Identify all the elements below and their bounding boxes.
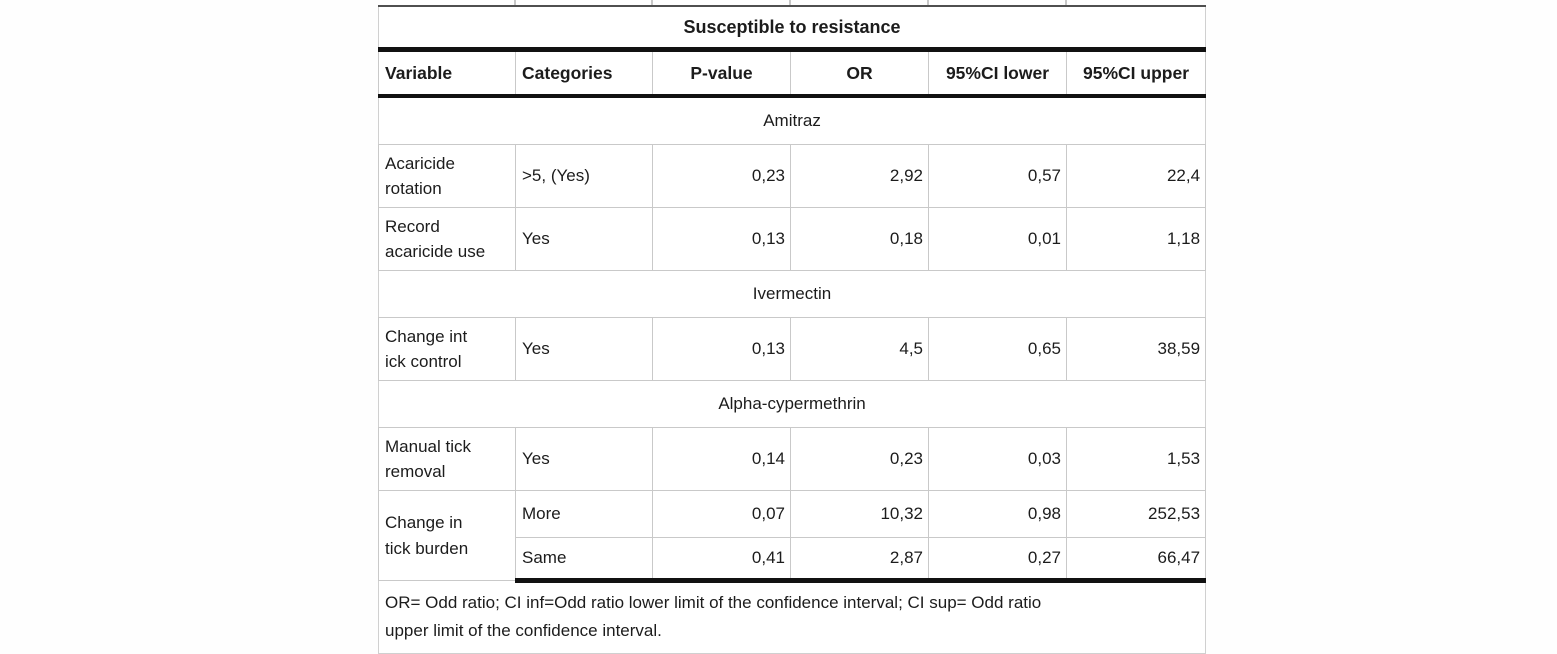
table-title-row: Susceptible to resistance <box>377 5 1207 52</box>
category-cell: More <box>515 490 653 538</box>
variable-cell: Record acaricide use <box>378 207 516 271</box>
column-header-ci-upper: 95%CI upper <box>1065 49 1207 98</box>
ci-upper-cell: 38,59 <box>1065 317 1207 381</box>
ci-lower-cell: 0,65 <box>928 317 1067 381</box>
variable-cell: Acaricide rotation <box>378 144 516 208</box>
column-header-variable: Variable <box>378 49 516 98</box>
section-label: Alpha-cypermethrin <box>377 380 1207 428</box>
or-cell: 2,92 <box>790 144 929 208</box>
table-row: Manual tick removal Yes 0,14 0,23 0,03 1… <box>378 427 1207 491</box>
tick-mark <box>1065 0 1067 5</box>
section-label: Amitraz <box>377 95 1207 145</box>
ci-lower-cell: 0,27 <box>928 537 1067 583</box>
table-row: Change int ick control Yes 0,13 4,5 0,65… <box>378 317 1207 381</box>
tick-mark <box>514 0 516 5</box>
section-label: Ivermectin <box>377 270 1207 318</box>
ci-upper-cell: 1,53 <box>1065 427 1207 491</box>
category-cell: >5, (Yes) <box>515 144 653 208</box>
column-header-or: OR <box>790 49 929 98</box>
or-cell: 0,23 <box>790 427 929 491</box>
p-value-cell: 0,13 <box>652 207 791 271</box>
table-row: Change in tick burden More 0,07 10,32 0,… <box>378 490 1207 581</box>
variable-cell: Change int ick control <box>378 317 516 381</box>
column-border-remnants <box>378 0 1205 5</box>
p-value-cell: 0,07 <box>652 490 791 538</box>
table-footnote-row: OR= Odd ratio; CI inf=Odd ratio lower li… <box>377 580 1207 654</box>
p-value-cell: 0,41 <box>652 537 791 583</box>
ci-upper-cell: 22,4 <box>1065 144 1207 208</box>
section-row-ivermectin: Ivermectin <box>377 270 1207 318</box>
category-cell: Yes <box>515 317 653 381</box>
or-cell: 4,5 <box>790 317 929 381</box>
susceptibility-table: Susceptible to resistance Variable Categ… <box>377 5 1207 654</box>
or-cell: 10,32 <box>790 490 929 538</box>
ci-lower-cell: 0,03 <box>928 427 1067 491</box>
ci-lower-cell: 0,98 <box>928 490 1067 538</box>
p-value-cell: 0,13 <box>652 317 791 381</box>
p-value-cell: 0,23 <box>652 144 791 208</box>
table-header-row: Variable Categories P-value OR 95%CI low… <box>378 49 1207 98</box>
section-row-amitraz: Amitraz <box>377 95 1207 145</box>
ci-lower-cell: 0,01 <box>928 207 1067 271</box>
section-row-alpha-cypermethrin: Alpha-cypermethrin <box>377 380 1207 428</box>
or-cell: 2,87 <box>790 537 929 583</box>
column-header-ci-lower: 95%CI lower <box>928 49 1067 98</box>
variable-cell: Manual tick removal <box>378 427 516 491</box>
table-row: Record acaricide use Yes 0,13 0,18 0,01 … <box>378 207 1207 271</box>
column-header-categories: Categories <box>515 49 653 98</box>
variable-cell: Change in tick burden <box>378 490 516 581</box>
ci-lower-cell: 0,57 <box>928 144 1067 208</box>
ci-upper-cell: 66,47 <box>1065 537 1207 583</box>
ci-upper-cell: 1,18 <box>1065 207 1207 271</box>
p-value-cell: 0,14 <box>652 427 791 491</box>
or-cell: 0,18 <box>790 207 929 271</box>
table-footnote: OR= Odd ratio; CI inf=Odd ratio lower li… <box>377 580 1207 654</box>
category-cell: Yes <box>515 427 653 491</box>
tick-mark <box>789 0 791 5</box>
table-row: Acaricide rotation >5, (Yes) 0,23 2,92 0… <box>378 144 1207 208</box>
ci-upper-cell: 252,53 <box>1065 490 1207 538</box>
category-cell: Yes <box>515 207 653 271</box>
column-header-p-value: P-value <box>652 49 791 98</box>
table-title: Susceptible to resistance <box>377 5 1207 52</box>
statistics-table-container: Susceptible to resistance Variable Categ… <box>377 5 1207 654</box>
tick-mark <box>651 0 653 5</box>
tick-mark <box>927 0 929 5</box>
category-cell: Same <box>515 537 653 583</box>
table-row: Same 0,41 2,87 0,27 66,47 <box>379 537 1207 583</box>
